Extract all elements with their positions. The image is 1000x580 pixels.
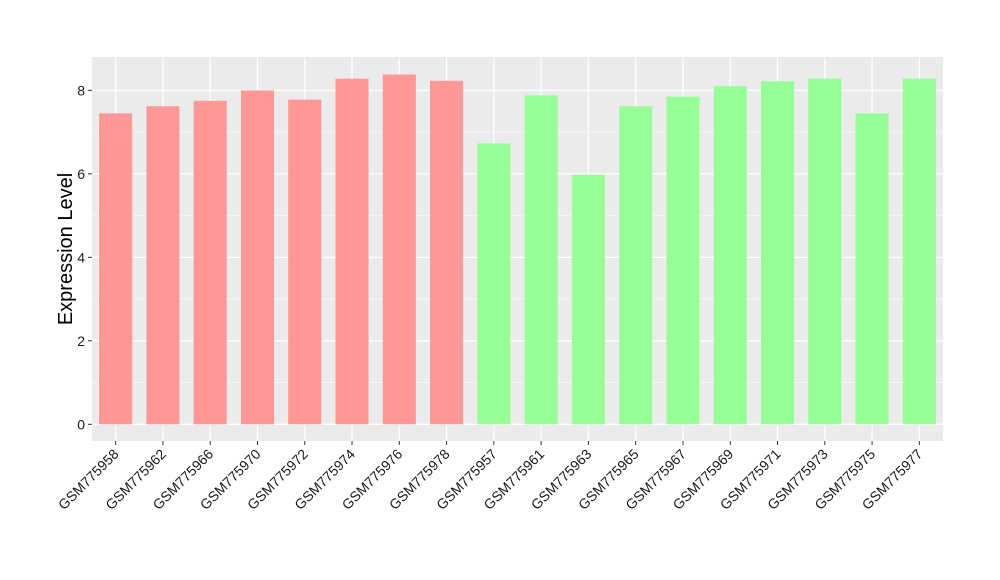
y-tick-label: 0: [77, 416, 85, 432]
bar-GSM775978: [430, 80, 464, 425]
bar-GSM775966: [193, 100, 227, 425]
bar-GSM775974: [335, 78, 369, 425]
x-axis: GSM775958GSM775962GSM775966GSM775970GSM7…: [55, 441, 926, 513]
bar-GSM775970: [240, 90, 275, 425]
bar-GSM775965: [619, 106, 653, 425]
y-axis: 0 2 4 6 8: [77, 82, 92, 432]
y-axis-title: Expression Level: [55, 173, 77, 325]
bar-GSM775963: [571, 174, 605, 425]
bar-GSM775958: [99, 113, 133, 425]
y-tick-label: 6: [77, 166, 85, 182]
bar-GSM775957: [477, 143, 511, 425]
plot-panel: [92, 57, 943, 441]
bar-GSM775972: [288, 99, 322, 425]
bar-GSM775977: [902, 78, 936, 425]
y-tick-label: 8: [77, 82, 85, 98]
bar-GSM775969: [713, 86, 747, 425]
bar-GSM775962: [146, 106, 180, 425]
bar-GSM775967: [666, 96, 700, 425]
bar-GSM775976: [382, 74, 416, 425]
bars-group: [99, 74, 936, 425]
bar-GSM775975: [855, 113, 889, 425]
y-tick-label: 4: [77, 249, 85, 265]
bar-GSM775971: [760, 81, 795, 425]
bar-GSM775973: [808, 78, 842, 425]
bar-GSM775961: [524, 95, 558, 425]
y-tick-label: 2: [77, 333, 85, 349]
